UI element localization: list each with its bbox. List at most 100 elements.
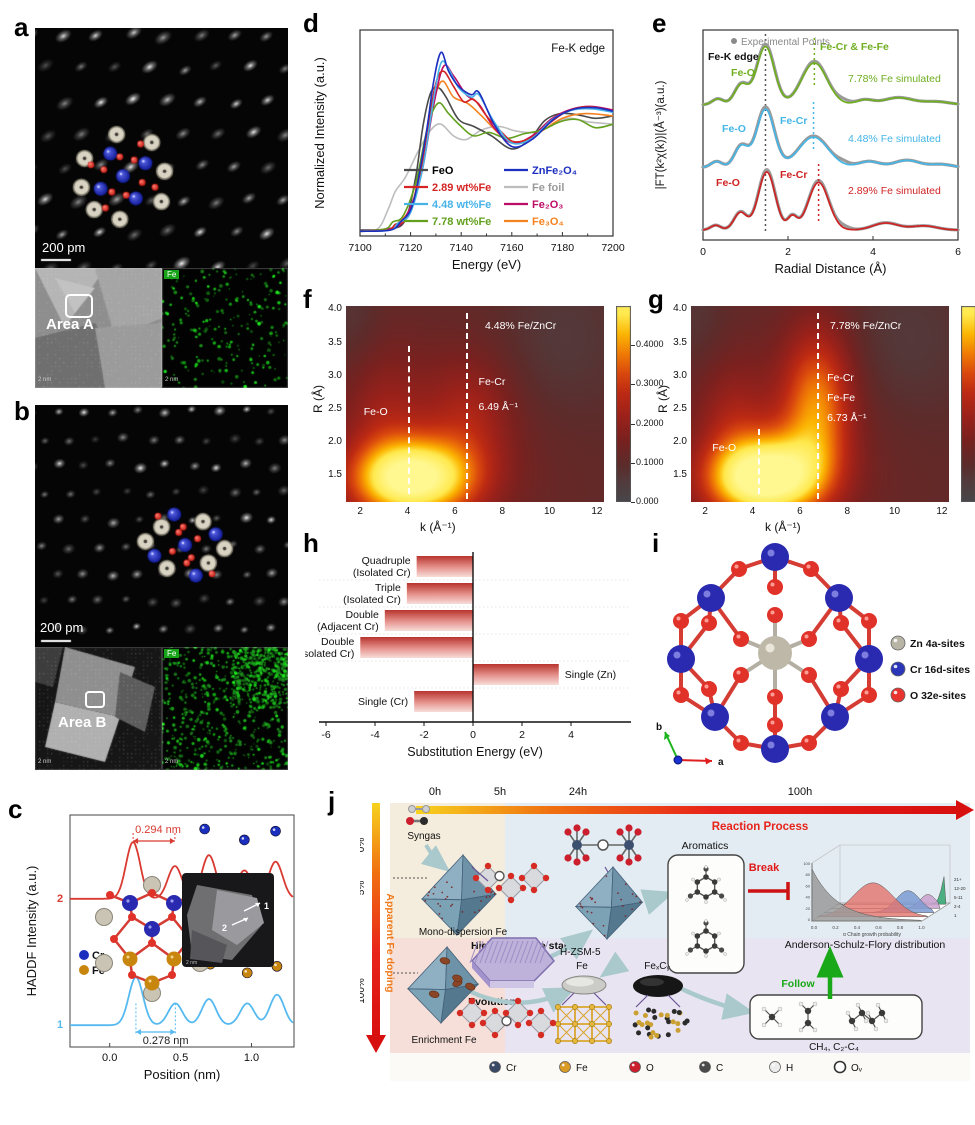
j-asf-xtick: 0.6	[875, 925, 882, 930]
f-label-k: 6.49 Å⁻¹	[478, 401, 518, 413]
g-xtick: 12	[936, 506, 948, 517]
e-448-feo: Fe-O	[722, 123, 746, 135]
j-asf-ytick: 0	[808, 917, 811, 922]
panel-b-area-label: Area B	[58, 714, 107, 731]
f-ytick: 2.0	[328, 436, 342, 448]
h-xlabel: Substitution Energy (eV)	[407, 745, 543, 759]
g-ytick: 4.0	[673, 303, 687, 315]
panel-d-xanes-chart: 7100 7120 7140 7160 7180 7200 Energy (eV) Norma…	[312, 29, 625, 272]
j-time-0h: 0h	[429, 786, 441, 798]
panel-label-j: j	[328, 786, 336, 816]
g-label-fecr: Fe-Cr	[827, 372, 854, 385]
i-legend-2: O 32e-sites	[910, 690, 966, 702]
g-xlabel: k (Å⁻¹)	[765, 520, 801, 534]
e-edge-label: Fe-K edge	[708, 51, 759, 63]
f-xtick: 10	[543, 506, 556, 517]
c-xtick: 0.5	[173, 1052, 188, 1064]
panel-a-eds-map	[162, 268, 288, 388]
panel-label-d: d	[303, 8, 319, 38]
c-curve-id: 2	[57, 893, 63, 905]
h-category-label: Quadruple (Isolated Cr)	[353, 555, 411, 579]
j-aromatic-molecules	[685, 865, 727, 958]
d-legend-0: ZnFe₂O₄	[532, 165, 577, 177]
j-fe-lattice	[555, 1004, 612, 1044]
j-feo6-chain-top	[472, 862, 550, 904]
h-xtick: -6	[321, 729, 330, 741]
j-legend-0: Cr	[506, 1063, 517, 1074]
j-enrichment-label: Enrichment Fe	[411, 1035, 476, 1046]
g-label-fefe: Fe-Fe	[827, 392, 856, 405]
j-break-label: Break	[749, 862, 780, 874]
f-dashed-line	[466, 312, 469, 499]
j-asf-title: Anderson-Schulz-Flory distribution	[785, 939, 946, 951]
g-title: 7.78% Fe/ZnCr	[830, 320, 902, 332]
g-ytick: 2.5	[673, 402, 687, 414]
g-dashed-line	[758, 428, 761, 495]
e-448-sim: 4.48% Fe simulated	[848, 133, 941, 145]
f-cbar-tick: 0.4000	[636, 339, 664, 350]
j-aromatics-label: Aromatics	[682, 840, 729, 852]
d-xtick: 7120	[399, 242, 423, 254]
c-curve-id: 1	[57, 1019, 63, 1031]
f-label-fecr: Fe-Cr	[478, 375, 506, 388]
f-xtick: 12	[591, 506, 603, 517]
h-xtick: 4	[568, 729, 574, 741]
panel-b-eds-map	[162, 647, 288, 770]
g-label-k: 6.73 Å⁻¹	[827, 412, 867, 425]
d-legend-2: Fe₂O₃	[532, 199, 563, 211]
c-xtick: 0.0	[102, 1052, 117, 1064]
panel-a-scale-bar-label: 200 pm	[42, 240, 86, 255]
j-asf-xtick: 1.0	[918, 925, 925, 930]
d-xtick: 7180	[551, 242, 575, 254]
g-ylabel: R (Å)	[656, 385, 670, 413]
j-asf-ytick: 60	[806, 883, 811, 888]
j-follow-label: Follow	[781, 978, 815, 990]
j-legend-3: C	[716, 1063, 723, 1074]
panel-b-area-box	[85, 691, 105, 708]
j-evolution-label: Evolution	[468, 996, 516, 1008]
i-legend-0: Zn 4a-sites	[910, 638, 965, 650]
g-xtick: 8	[844, 506, 850, 517]
g-label-feo: Fe-O	[712, 442, 737, 455]
e-778-feo: Fe-O	[731, 67, 755, 79]
j-legend-1: Fe	[576, 1063, 588, 1074]
f-ytick: 1.5	[328, 469, 342, 481]
j-time-100h: 100h	[788, 786, 812, 798]
c-spacing-278: 0.278 nm	[143, 1035, 189, 1047]
j-asf-xlabel: α Chain growth probability	[843, 932, 901, 938]
j-asf-series-4: 1	[954, 913, 957, 918]
j-syngas-label: Syngas	[407, 831, 440, 842]
f-ylabel: R (Å)	[311, 385, 325, 413]
j-asf-ytick: 100	[803, 861, 810, 866]
d-xtick: 7140	[450, 242, 474, 254]
c-xtick: 1.0	[244, 1052, 259, 1064]
j-asf-xtick: 0.4	[854, 925, 861, 930]
e-xtick: 6	[955, 246, 961, 258]
j-asf-xtick: 0.8	[897, 925, 904, 930]
d-legend-2: 4.48 wt%Fe	[432, 199, 491, 211]
j-asf-chart: 0.0 0.2 0.4 0.6 0.8 1.0 100 80 60 40 20 0 α Chain gr…	[803, 844, 966, 938]
f-ytick: 3.5	[328, 336, 342, 348]
f-xtick: 8	[499, 506, 505, 517]
panel-label-g: g	[648, 284, 664, 314]
panel-b-scale-bar-label: 200 pm	[40, 620, 84, 635]
f-ytick: 3.0	[328, 369, 342, 381]
panel-a-area-box	[65, 294, 93, 318]
panel-a-eds-element-tag: Fe	[164, 270, 180, 279]
f-label-feo: Fe-O	[363, 405, 388, 418]
j-asf-series-2: 5-11	[954, 895, 963, 900]
h-category-label: Double(Isolated Cr)	[305, 636, 354, 660]
f-cbar-tick: 0.000	[636, 496, 659, 506]
panel-b-stem-image	[35, 405, 288, 647]
e-778-fecr-fefe: Fe-Cr & Fe-Fe	[820, 41, 889, 53]
panel-b-haadf-inset	[35, 647, 162, 770]
j-asf-ytick: 40	[806, 895, 811, 900]
i-axis-a: a	[718, 757, 724, 768]
panel-b-inset-scale-left: 2 nm	[38, 759, 52, 765]
e-448-fecr: Fe-Cr	[780, 115, 807, 127]
panel-label-a: a	[14, 12, 29, 42]
f-xtick: 2	[357, 506, 363, 517]
g-ytick: 2.0	[673, 436, 687, 448]
panel-f-wavelet-plot: 2 4 6 8 10 12 4.0 3.5 3.0 2.5 2.0 1.5 k (Å⁻¹) R (Å) 4.…	[300, 292, 664, 534]
